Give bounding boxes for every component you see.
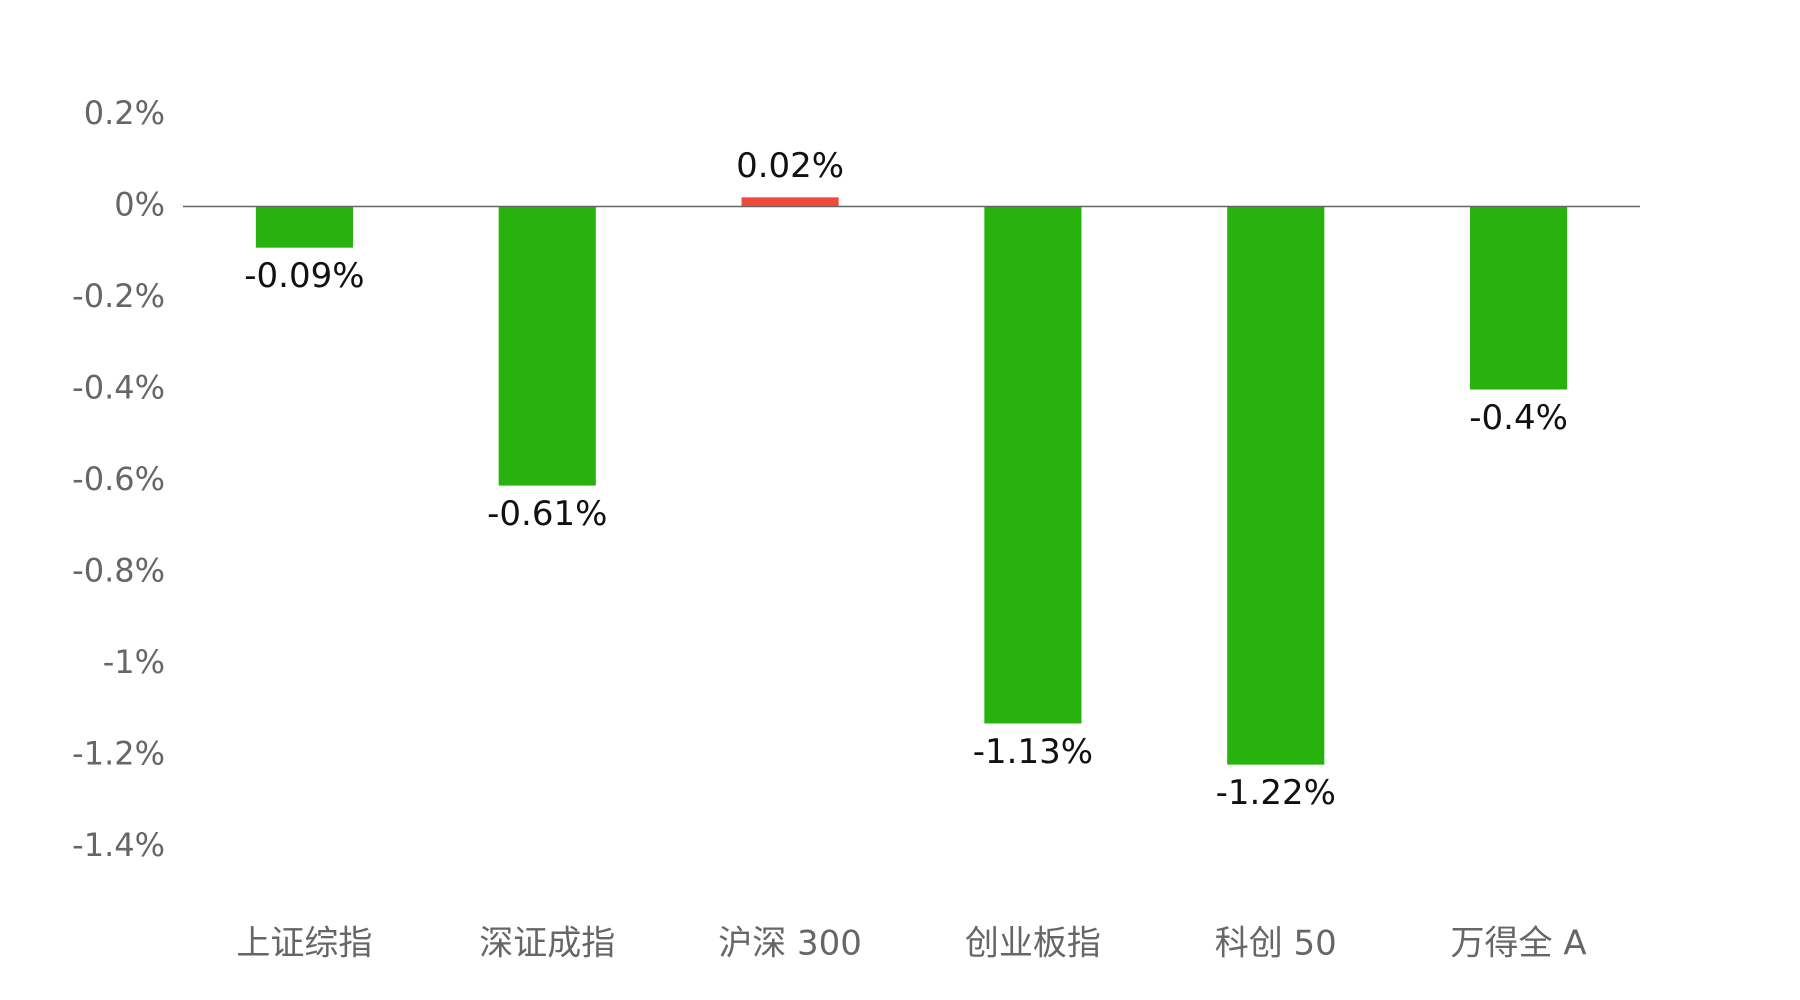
bar (984, 206, 1082, 724)
x-tick-label: 创业板指 (965, 924, 1101, 964)
y-tick-label: -1% (103, 643, 165, 681)
x-tick-label: 沪深 300 (718, 924, 862, 964)
bar (1227, 206, 1325, 765)
y-tick-label: -1.2% (72, 735, 165, 773)
x-tick-label: 万得全 A (1451, 924, 1587, 964)
y-tick-label: 0.2% (84, 94, 165, 132)
value-label: -1.13% (973, 732, 1093, 772)
value-label: 0.02% (736, 146, 844, 186)
value-label: -1.22% (1216, 773, 1336, 813)
value-label: -0.09% (244, 256, 364, 296)
bar (498, 206, 596, 486)
bar (1470, 206, 1568, 390)
value-label: -0.61% (487, 494, 607, 534)
y-tick-label: -1.4% (72, 826, 165, 864)
bar (255, 206, 353, 248)
x-tick-label: 深证成指 (479, 924, 615, 964)
value-label: -0.4% (1469, 398, 1568, 438)
x-tick-label: 科创 50 (1215, 924, 1337, 964)
y-tick-label: -0.2% (72, 277, 165, 315)
y-tick-label: 0% (114, 186, 165, 224)
x-tick-label: 上证综指 (236, 924, 372, 964)
y-tick-label: -0.6% (72, 460, 165, 498)
y-tick-label: -0.4% (72, 369, 165, 407)
bar (741, 197, 839, 207)
y-tick-label: -0.8% (72, 552, 165, 590)
